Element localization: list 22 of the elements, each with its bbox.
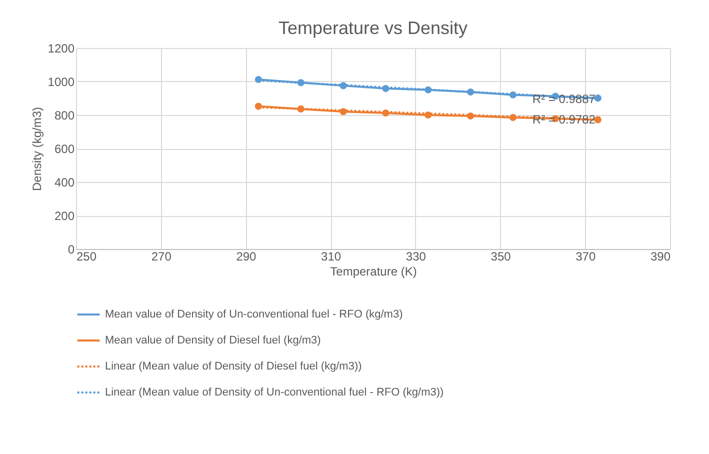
x-tick-label: 330 [406,250,426,264]
x-tick-label: 310 [321,250,342,264]
x-tick-label: 290 [236,250,257,264]
x-axis-title: Temperature (K) [330,264,417,278]
y-tick-label: 1000 [48,75,75,89]
y-tick-label: 400 [54,176,75,190]
y-tick-label: 0 [68,242,75,256]
x-tick-label: 250 [76,250,97,264]
y-tick-label: 600 [54,142,75,156]
x-tick-label: 390 [650,250,671,264]
y-tick-label: 200 [54,209,75,223]
x-tick-label: 270 [151,250,172,264]
chart-title: Temperature vs Density [278,18,468,38]
legend-label: Linear (Mean value of Density of Un-conventional fuel - RFO (kg/m3)) [105,386,444,398]
y-tick-label: 1200 [48,42,75,56]
legend-label: Linear (Mean value of Density of Diesel fuel (kg/m3)) [105,360,362,372]
y-axis-title: Density (kg/m3) [30,106,44,192]
x-tick-label: 350 [490,250,512,264]
y-tick-label: 800 [54,108,75,122]
legend-label: Mean value of Density of Un-conventional fuel - RFO (kg/m3) [105,308,403,320]
legend-label: Mean value of Density of Diesel fuel (kg/m3) [105,334,321,346]
x-tick-label: 370 [576,250,596,264]
